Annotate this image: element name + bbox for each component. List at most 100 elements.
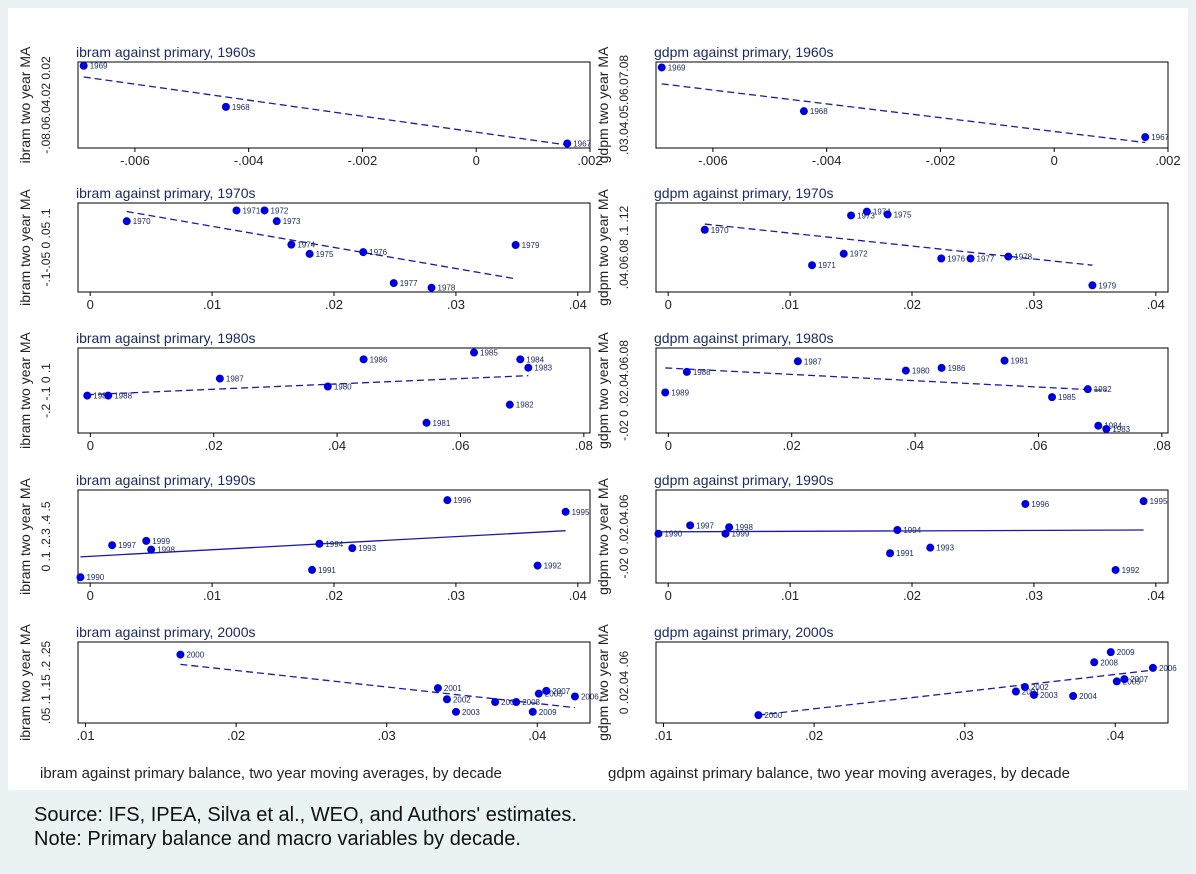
data-point: [1021, 499, 1030, 508]
y-axis-label: ibram two year MA: [17, 331, 33, 448]
point-label: 1992: [1122, 566, 1140, 575]
data-point: [1020, 683, 1029, 691]
point-label: 1998: [735, 523, 753, 532]
point-label: 1970: [133, 217, 151, 226]
y-tick-labels: -.02 0 .02.04.06: [617, 494, 631, 578]
data-point: [657, 63, 666, 72]
point-label: 1989: [93, 392, 111, 401]
x-tick-label: .02: [805, 728, 823, 743]
point-label: 1982: [516, 401, 534, 410]
point-label: 1980: [334, 383, 352, 392]
point-label: 1981: [1011, 357, 1029, 366]
right-caption: gdpm against primary balance, two year m…: [608, 765, 1070, 782]
data-point: [442, 695, 451, 704]
data-point: [686, 521, 695, 530]
point-label: 1996: [453, 496, 471, 505]
point-label: 2004: [501, 698, 519, 707]
point-label: 1974: [297, 241, 315, 250]
point-label: 1977: [400, 279, 418, 288]
panel-title: gdpm against primary, 2000s: [654, 624, 834, 640]
data-point: [524, 363, 533, 372]
data-point: [287, 240, 296, 249]
data-point: [108, 541, 117, 550]
x-tick-label: .01: [781, 297, 799, 312]
data-point: [1048, 393, 1057, 402]
data-point: [516, 355, 525, 364]
data-point: [847, 211, 856, 220]
panel-title: gdpm against primary, 1980s: [654, 330, 834, 346]
panel-title: gdpm against primary, 1990s: [654, 472, 834, 488]
data-point: [793, 357, 802, 366]
y-axis-label: gdpm two year MA: [595, 188, 611, 305]
point-label: 2007: [1130, 675, 1148, 684]
point-label: 2001: [1022, 688, 1040, 697]
point-label: 2005: [545, 690, 563, 699]
data-point: [1088, 281, 1097, 290]
data-point: [147, 545, 156, 554]
point-label: 1978: [438, 284, 456, 293]
data-point: [1094, 421, 1103, 430]
data-point: [700, 225, 709, 234]
data-point: [451, 707, 460, 716]
point-label: 1982: [1094, 385, 1112, 394]
data-point: [1141, 133, 1150, 142]
point-label: 2007: [552, 687, 570, 696]
fit-line: [661, 83, 1146, 144]
point-label: 1985: [1058, 393, 1076, 402]
y-tick-labels: .04.06.08 .1 .12: [617, 205, 631, 289]
x-tick-label: .002: [1155, 153, 1180, 168]
panel-title: ibram against primary, 1990s: [76, 472, 255, 488]
data-point: [470, 348, 479, 357]
chart-panel-8: gdpm against primary, 1990s gdpm two year…: [595, 472, 1169, 603]
x-tick-label: .06: [1029, 438, 1047, 453]
point-label: 1980: [912, 367, 930, 376]
point-label: 1994: [903, 526, 921, 535]
data-point: [348, 544, 357, 553]
chart-panel-4: gdpm against primary, 1970s gdpm two year…: [595, 185, 1169, 312]
point-label: 2008: [1100, 658, 1118, 667]
data-point: [1106, 648, 1115, 657]
x-tick-label: .02: [325, 588, 343, 603]
x-tick-label: -.006: [698, 153, 728, 168]
x-tick-label: .01: [203, 588, 221, 603]
x-tick-label: .03: [1025, 588, 1043, 603]
x-tick-label: .03: [378, 728, 396, 743]
point-label: 1988: [693, 368, 711, 377]
data-point: [76, 573, 85, 582]
x-tick-label: 0: [87, 297, 94, 312]
data-point: [937, 254, 946, 263]
point-label: 2003: [462, 708, 480, 717]
data-point: [272, 217, 281, 226]
point-label: 1992: [544, 562, 562, 571]
data-point: [305, 249, 314, 258]
data-point: [561, 507, 570, 516]
chart-panel-3: ibram against primary, 1970s ibram two ye…: [17, 185, 591, 312]
plot-frame: [655, 347, 1169, 434]
point-label: 1972: [850, 250, 868, 259]
data-point: [359, 355, 368, 364]
point-label: 2004: [1079, 692, 1097, 701]
point-label: 2005: [1123, 677, 1141, 686]
data-point: [1112, 677, 1121, 686]
y-tick-labels: -.08.06.04.02 0.02: [39, 56, 53, 154]
point-label: 1991: [896, 549, 914, 558]
point-label: 1997: [696, 521, 714, 530]
chart-panel-10: gdpm against primary, 2000s gdpm two year…: [595, 623, 1177, 743]
point-label: 1991: [318, 566, 336, 575]
x-tick-label: .04: [1147, 588, 1165, 603]
x-tick-label: .002: [577, 153, 602, 168]
x-tick-label: .02: [783, 438, 801, 453]
point-label: 1987: [226, 375, 244, 384]
x-tick-label: .02: [325, 297, 343, 312]
data-point: [754, 711, 763, 720]
data-point: [533, 561, 542, 570]
y-axis-label: gdpm two year MA: [595, 477, 611, 594]
plot-frame: [77, 347, 591, 434]
point-label: 2006: [1159, 664, 1177, 673]
data-point: [682, 367, 691, 376]
point-label: 1998: [157, 546, 175, 555]
data-point: [886, 549, 895, 558]
figure-panel: [8, 8, 1188, 790]
data-point: [427, 283, 436, 292]
